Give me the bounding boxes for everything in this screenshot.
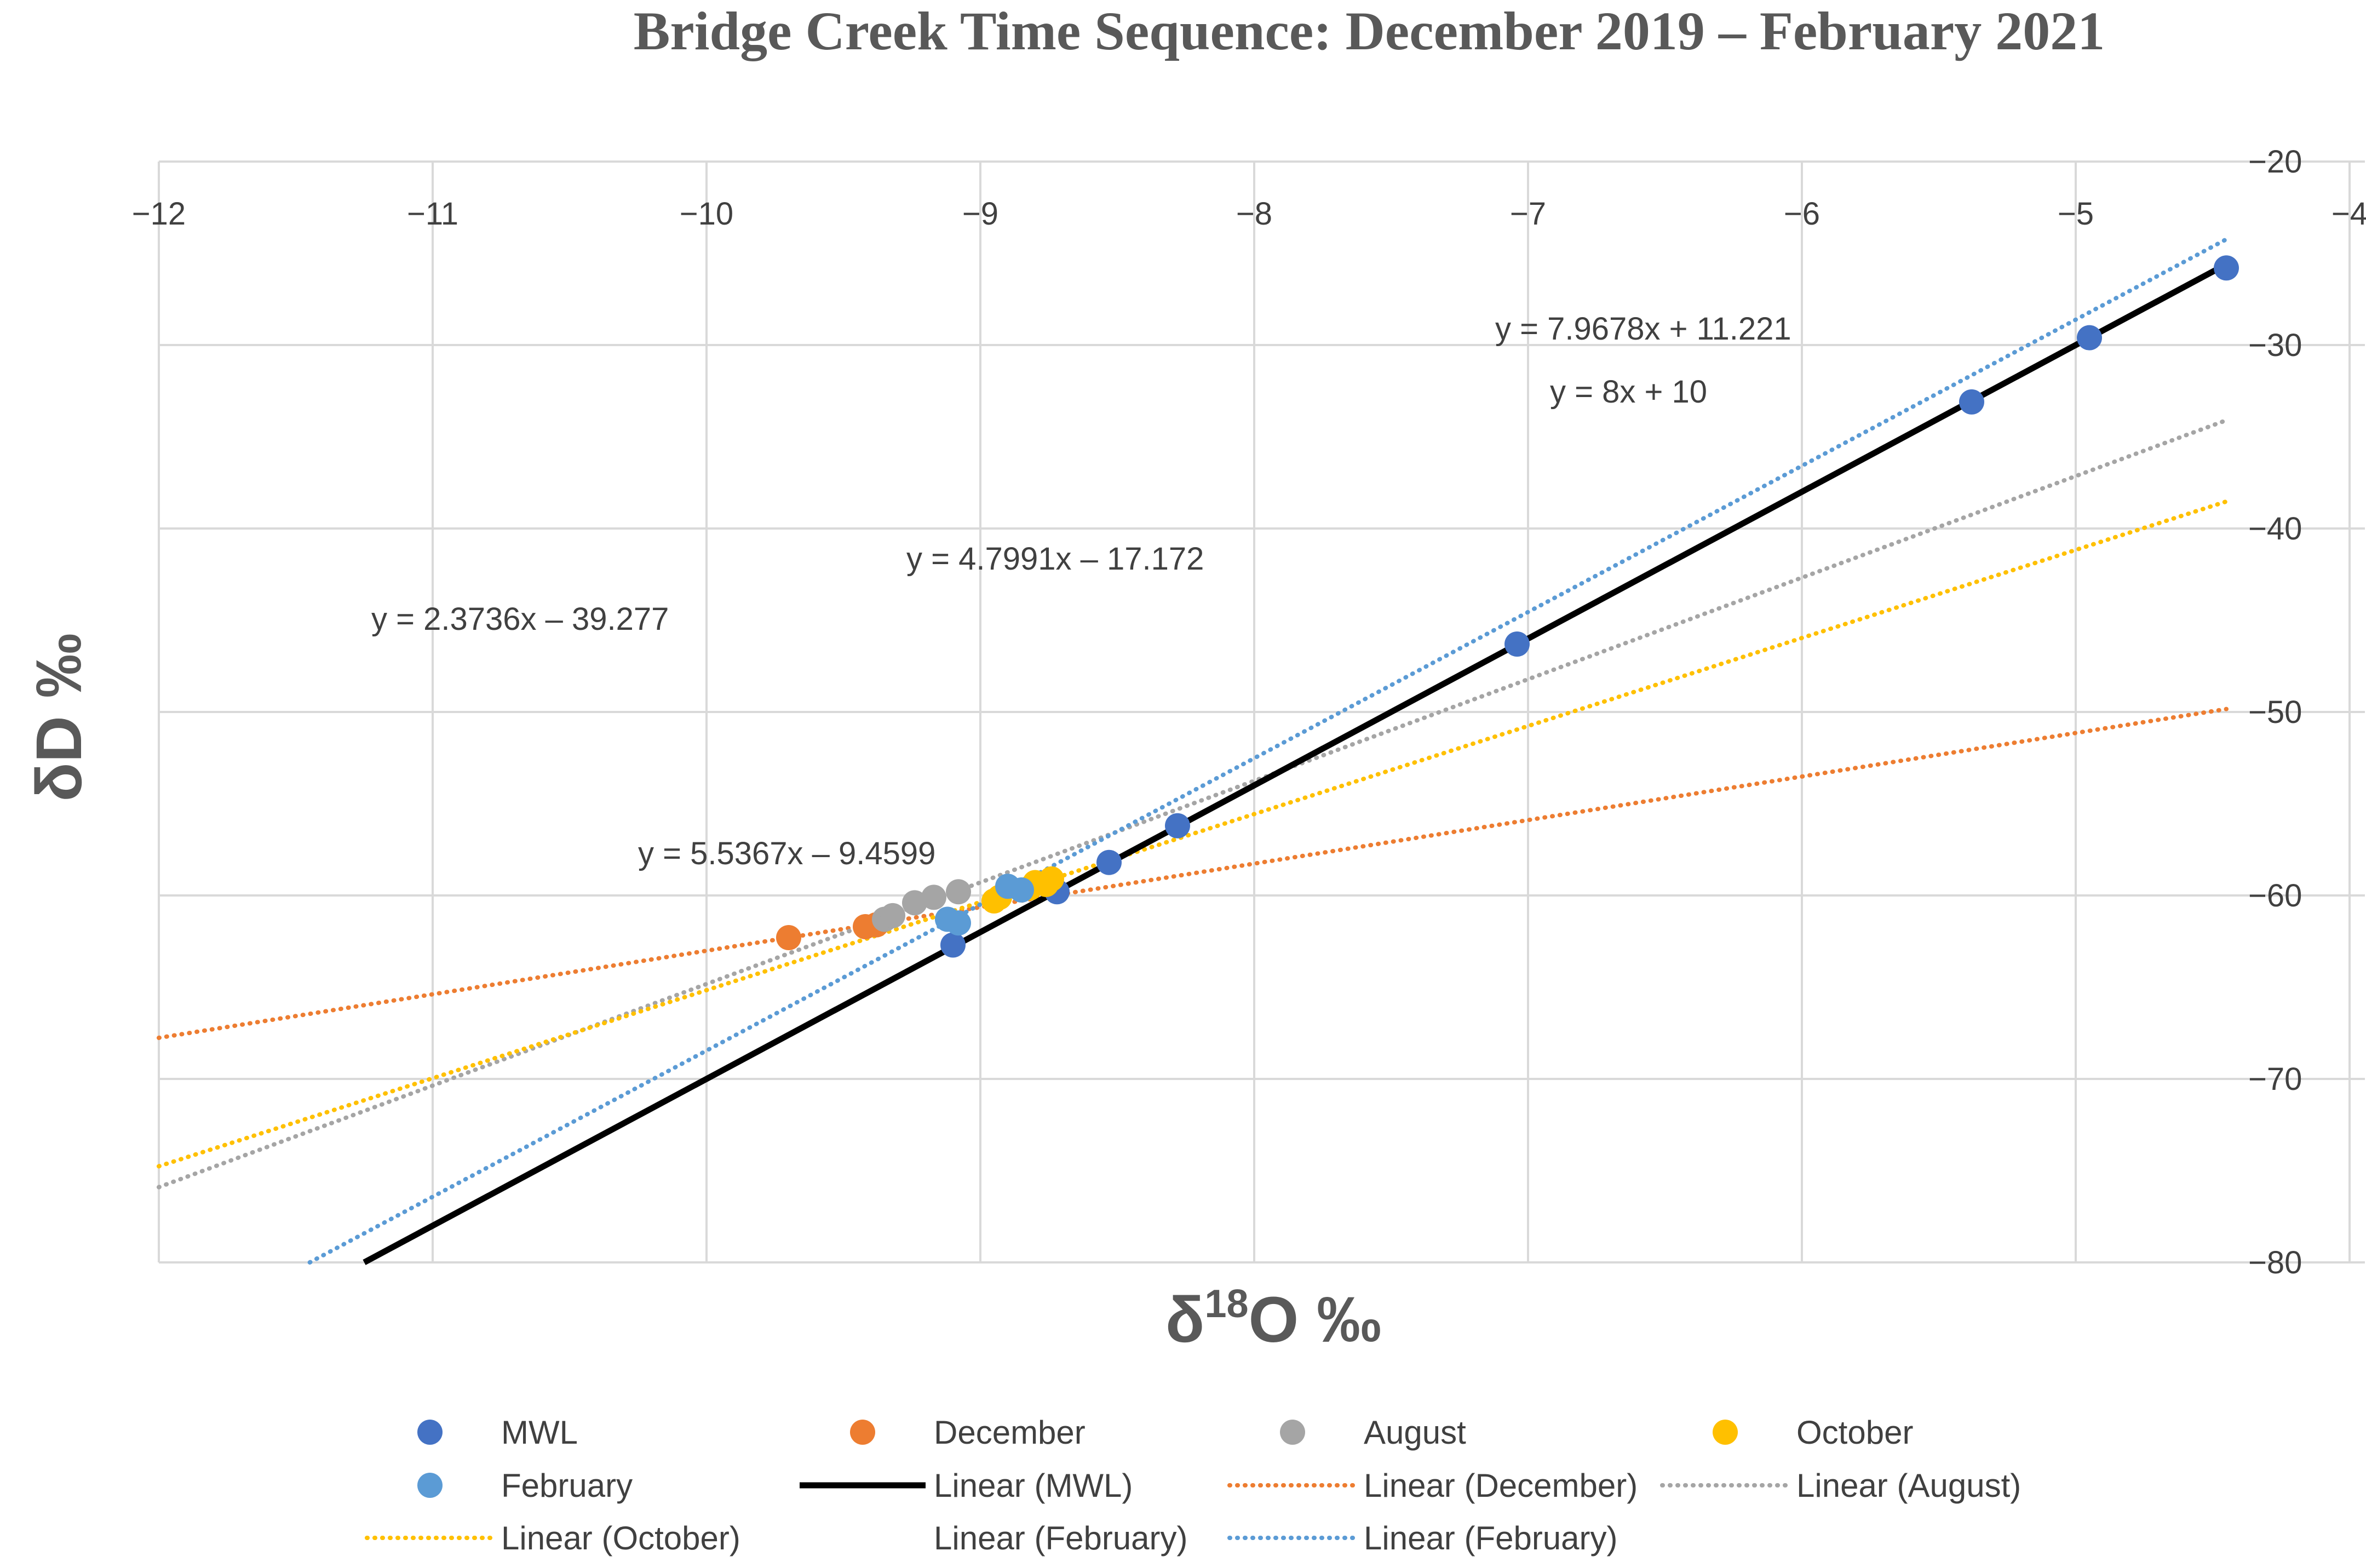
legend-linear-december-label: Linear (December) — [1364, 1467, 1638, 1504]
point-mwl — [940, 932, 966, 958]
x-axis-ticks: −12 −11 −10 −9 −8 −7 −6 −5 −4 — [132, 196, 2366, 232]
x-tick-label: −7 — [1510, 196, 1546, 232]
legend-august-label: August — [1364, 1414, 1466, 1451]
y-tick-label: −60 — [2248, 878, 2302, 914]
equation-label-february: y = 7.9678x + 11.221 — [1495, 311, 1791, 347]
point-august — [902, 890, 927, 916]
point-mwl — [1096, 849, 1122, 875]
legend-october-label: October — [1796, 1414, 1913, 1451]
point-december — [776, 925, 801, 951]
legend-linear-october-label: Linear (October) — [501, 1520, 740, 1556]
legend-december-label: December — [934, 1414, 1086, 1451]
legend-linear-february-label: Linear (February) — [934, 1520, 1188, 1556]
legend-linear-mwl-label: Linear (MWL) — [934, 1467, 1133, 1504]
legend: MWL December August October February Linear (… — [365, 1414, 2021, 1556]
legend-december-marker — [850, 1420, 875, 1445]
x-tick-label: −4 — [2331, 196, 2366, 232]
x-tick-label: −12 — [132, 196, 186, 232]
x-axis-title-superscript: 18 — [1204, 1282, 1248, 1326]
legend-linear-february-label: Linear (February) — [1364, 1520, 1618, 1556]
y-tick-label: −40 — [2248, 511, 2302, 547]
point-august — [921, 884, 946, 910]
point-february — [1009, 877, 1034, 903]
point-mwl — [1504, 631, 1530, 657]
point-mwl — [1165, 813, 1190, 838]
x-tick-label: −8 — [1236, 196, 1272, 232]
x-tick-label: −11 — [407, 196, 458, 232]
legend-august-marker — [1280, 1420, 1305, 1445]
trendlines — [157, 237, 2229, 1265]
legend-february-label: February — [501, 1467, 633, 1504]
trendline-linear-february — [307, 237, 2229, 1265]
y-tick-label: −80 — [2248, 1245, 2302, 1280]
legend-february-marker — [417, 1473, 443, 1498]
x-axis-title-tail: O ‰ — [1249, 1284, 1382, 1356]
equation-label-mwl: y = 8x + 10 — [1550, 374, 1707, 410]
point-august — [880, 903, 905, 928]
y-axis-ticks: −20 −30 −40 −50 −60 −70 −80 — [2248, 144, 2365, 1280]
x-tick-label: −6 — [1784, 196, 1820, 232]
point-october — [1039, 866, 1064, 892]
y-tick-label: −50 — [2248, 694, 2302, 730]
y-axis-title: δD ‰ — [23, 633, 95, 802]
trendline-linear-october — [157, 499, 2229, 1169]
equation-label-august: y = 5.5367x – 9.4599 — [638, 836, 935, 871]
trendline-linear-august — [157, 418, 2229, 1190]
x-tick-label: −5 — [2058, 196, 2094, 232]
y-tick-label: −30 — [2248, 328, 2302, 363]
legend-linear-august-label: Linear (August) — [1796, 1467, 2021, 1504]
x-axis-title: δ18O ‰ — [1165, 1282, 1381, 1356]
trendline-linear-mwl — [363, 261, 2228, 1265]
point-mwl — [2077, 325, 2102, 351]
y-tick-label: −20 — [2248, 144, 2302, 180]
y-tick-label: −70 — [2248, 1061, 2302, 1097]
point-august — [946, 879, 971, 905]
point-mwl — [2214, 255, 2239, 281]
point-mwl — [1959, 389, 1984, 415]
equation-label-october: y = 4.7991x – 17.172 — [906, 541, 1204, 577]
legend-october-marker — [1713, 1420, 1738, 1445]
equation-label-december: y = 2.3736x – 39.277 — [371, 601, 669, 637]
x-tick-label: −10 — [680, 196, 733, 232]
point-february — [946, 910, 971, 936]
chart-title: Bridge Creek Time Sequence: December 201… — [634, 1, 2105, 61]
x-tick-label: −9 — [962, 196, 998, 232]
data-points — [776, 255, 2239, 958]
x-axis-title-delta: δ — [1165, 1284, 1205, 1356]
legend-mwl-marker — [417, 1420, 443, 1445]
legend-mwl-label: MWL — [501, 1414, 578, 1451]
